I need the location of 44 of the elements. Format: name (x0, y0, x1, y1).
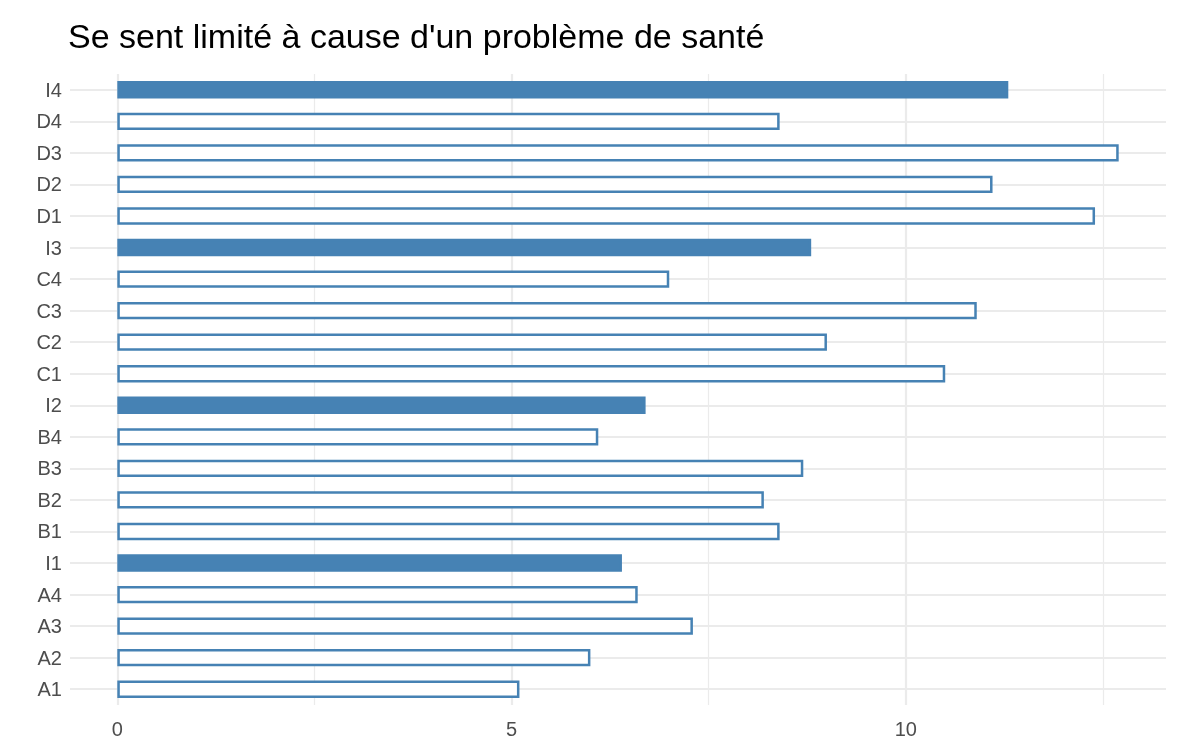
bar (117, 270, 670, 288)
y-tick-label: A3 (37, 615, 62, 638)
bar (117, 554, 622, 572)
x-tick-label: 5 (505, 718, 518, 740)
bar (117, 585, 638, 604)
x-tick-label: 10 (894, 718, 917, 740)
bar (117, 522, 780, 541)
bar (117, 112, 780, 130)
bar (117, 238, 812, 257)
x-tick-label: 0 (111, 718, 123, 740)
bar (117, 617, 693, 635)
bar (117, 207, 1096, 225)
y-tick-label: D1 (36, 204, 62, 227)
y-tick-label: B2 (37, 488, 62, 511)
y-tick-label: B1 (37, 520, 62, 543)
y-tick-label: A4 (37, 583, 62, 606)
y-tick-label: C4 (36, 268, 62, 291)
y-tick-label: C3 (36, 299, 62, 322)
bar (117, 680, 520, 698)
y-tick-label: B4 (37, 425, 62, 448)
y-tick-label: I2 (45, 394, 62, 417)
y-tick-label: A2 (37, 646, 62, 669)
bar (117, 301, 977, 320)
chart-title: Se sent limité à cause d'un problème de santé (68, 17, 765, 55)
bar (117, 459, 804, 478)
bar (117, 649, 591, 667)
bar (117, 428, 599, 446)
bar (117, 396, 646, 414)
y-tick-label: C2 (36, 331, 62, 354)
bar (117, 333, 827, 351)
bar (117, 365, 946, 383)
y-tick-label: D4 (36, 110, 62, 133)
bar (117, 144, 1119, 162)
bar (117, 81, 1009, 99)
y-tick-label: C1 (36, 362, 62, 385)
bar (117, 175, 993, 194)
bar (117, 491, 764, 509)
y-tick-label: I1 (45, 552, 62, 575)
y-tick-label: B3 (37, 457, 62, 480)
y-tick-label: I3 (45, 236, 62, 259)
y-tick-label: I4 (45, 78, 62, 101)
y-tick-label: D2 (36, 173, 62, 196)
y-tick-label: D3 (36, 141, 62, 164)
y-tick-label: A1 (37, 678, 62, 701)
